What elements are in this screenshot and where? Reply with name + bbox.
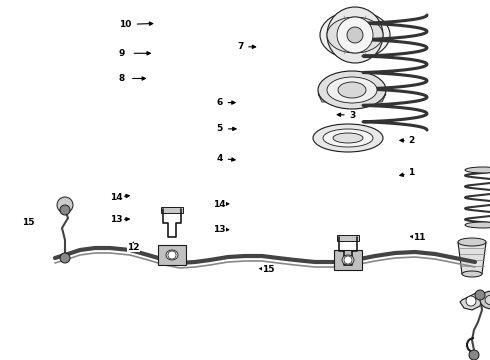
Text: 2: 2	[409, 136, 415, 145]
Ellipse shape	[480, 291, 490, 309]
Circle shape	[347, 27, 363, 43]
Polygon shape	[337, 235, 359, 241]
Text: 8: 8	[119, 74, 124, 83]
Polygon shape	[334, 250, 362, 270]
Ellipse shape	[166, 250, 178, 260]
Text: 12: 12	[127, 243, 140, 252]
Polygon shape	[458, 242, 486, 274]
Circle shape	[337, 17, 373, 53]
Ellipse shape	[485, 295, 490, 305]
Circle shape	[327, 7, 383, 63]
Polygon shape	[460, 292, 482, 310]
Ellipse shape	[327, 77, 377, 103]
Ellipse shape	[320, 11, 390, 59]
Polygon shape	[158, 245, 186, 265]
Polygon shape	[161, 207, 183, 213]
Text: 7: 7	[237, 42, 244, 51]
Circle shape	[475, 290, 485, 300]
Text: 1: 1	[409, 168, 415, 177]
Ellipse shape	[462, 271, 482, 277]
Circle shape	[344, 256, 352, 264]
Ellipse shape	[465, 222, 490, 228]
Circle shape	[57, 197, 73, 213]
Text: 15: 15	[262, 265, 275, 274]
Polygon shape	[318, 94, 386, 102]
Text: 15: 15	[22, 218, 35, 227]
Ellipse shape	[333, 133, 363, 143]
Circle shape	[168, 251, 176, 259]
Circle shape	[60, 253, 70, 263]
Ellipse shape	[318, 71, 386, 109]
Text: 13: 13	[213, 225, 226, 234]
Text: 14: 14	[110, 193, 123, 202]
Text: 6: 6	[217, 98, 222, 107]
Text: 4: 4	[216, 154, 223, 163]
Circle shape	[60, 205, 70, 215]
Circle shape	[469, 350, 479, 360]
Circle shape	[466, 296, 476, 306]
Text: 11: 11	[413, 233, 425, 242]
Ellipse shape	[338, 82, 366, 98]
Text: 9: 9	[118, 49, 125, 58]
Text: 14: 14	[213, 200, 226, 209]
Text: 10: 10	[119, 20, 131, 29]
Ellipse shape	[458, 238, 486, 246]
Ellipse shape	[327, 17, 383, 53]
Ellipse shape	[313, 124, 383, 152]
Ellipse shape	[342, 255, 354, 265]
Ellipse shape	[323, 129, 373, 147]
Text: 3: 3	[350, 111, 356, 120]
Ellipse shape	[465, 167, 490, 173]
Text: 5: 5	[217, 124, 222, 133]
Text: 13: 13	[110, 215, 123, 224]
